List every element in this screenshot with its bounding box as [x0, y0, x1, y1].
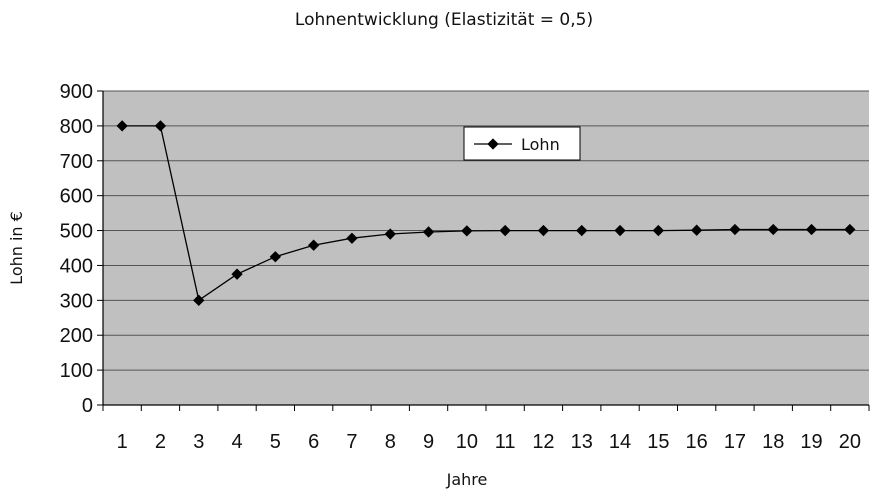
x-tick-label: 16: [686, 431, 708, 453]
x-tick-label: 10: [456, 431, 478, 453]
x-axis-title: Jahre: [446, 470, 488, 489]
x-tick-label: 11: [495, 431, 516, 453]
x-tick-label: 13: [571, 431, 593, 453]
data-point: [307, 239, 320, 251]
data-point: [767, 223, 779, 236]
y-tick-label: 0: [82, 395, 93, 417]
data-point: [690, 224, 703, 236]
y-axis-title: Lohn in €: [7, 211, 26, 285]
chart-title: Lohnentwicklung (Elastizität = 0,5): [295, 10, 593, 30]
y-tick-label: 800: [60, 116, 93, 138]
x-tick-label: 15: [647, 431, 669, 453]
data-point: [461, 225, 473, 237]
x-tick-label: 19: [800, 431, 822, 453]
data-point: [422, 226, 435, 238]
legend-label: Lohn: [521, 135, 560, 154]
data-point: [729, 223, 741, 236]
y-tick-label: 200: [60, 325, 93, 347]
data-point: [805, 223, 818, 236]
x-tick-label: 20: [839, 431, 861, 453]
y-tick-label: 300: [60, 290, 93, 312]
data-point: [193, 294, 205, 306]
data-point: [499, 224, 511, 237]
x-tick-label: 9: [423, 431, 434, 453]
data-point: [576, 224, 588, 237]
x-tick-label: 1: [117, 431, 128, 453]
data-point: [269, 251, 282, 263]
x-tick-label: 12: [532, 431, 554, 453]
data-point: [652, 224, 665, 237]
legend: Lohn: [463, 126, 581, 161]
y-tick-label: 700: [60, 151, 93, 173]
x-tick-label: 2: [155, 431, 166, 453]
x-tick-label: 18: [762, 431, 784, 453]
gridlines: [103, 90, 869, 371]
x-tick-label: 5: [270, 431, 281, 453]
data-point: [614, 224, 626, 237]
y-tick-label: 900: [60, 81, 93, 103]
x-tick-label: 7: [346, 431, 357, 453]
series-line: [122, 125, 850, 302]
legend-marker: [487, 138, 499, 150]
data-point: [844, 223, 856, 236]
y-tick-label: 600: [60, 186, 93, 208]
data-point: [231, 268, 243, 280]
x-tick-label: 14: [609, 431, 631, 453]
x-tick-label: 8: [385, 431, 396, 453]
y-tick-label: 100: [60, 360, 93, 382]
data-point: [384, 228, 396, 240]
x-tick-label: 3: [193, 431, 204, 453]
y-tick-label: 400: [60, 255, 93, 277]
data-point: [537, 224, 550, 237]
x-tick-label: 17: [724, 431, 746, 453]
y-axis-ticks: 0 100 200 300 400 500 600 700 800 900: [60, 81, 103, 417]
x-axis-ticks: 1 2 3 4 5 6 7 8 9 10 11 12 13 14 15 16 17 18 19 20: [102, 405, 870, 453]
x-tick-label: 4: [231, 431, 242, 453]
y-tick-label: 500: [60, 221, 93, 243]
data-point: [346, 232, 358, 244]
x-tick-label: 6: [308, 431, 319, 453]
